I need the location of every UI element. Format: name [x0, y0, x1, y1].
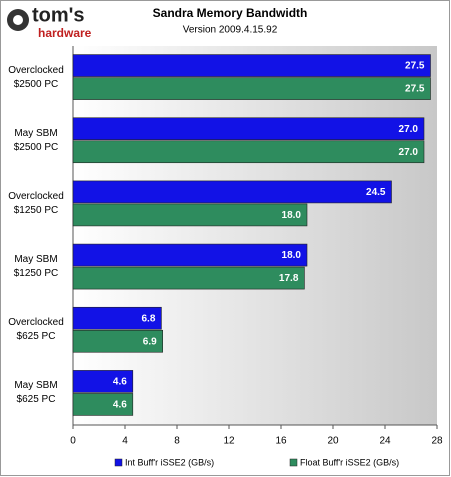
- bar: [72, 117, 425, 141]
- data-label: 18.0: [282, 250, 302, 261]
- legend-swatch: [289, 458, 298, 467]
- plot-area: [73, 46, 437, 425]
- x-tick-label: 0: [70, 436, 76, 447]
- bar: [72, 370, 134, 393]
- bar: [72, 140, 425, 164]
- bar: [72, 393, 134, 416]
- logo-sub: hardware: [38, 26, 92, 40]
- y-tick-label: Overclocked $625 PC: [8, 317, 64, 343]
- data-label: 4.6: [113, 400, 127, 411]
- data-label: 27.0: [399, 147, 419, 158]
- x-tick-label: 16: [275, 436, 287, 447]
- bar: [72, 243, 308, 267]
- data-label: 27.5: [405, 61, 425, 72]
- chart-title: Sandra Memory Bandwidth: [153, 6, 308, 20]
- y-tick-label: Overclocked $2500 PC: [8, 64, 64, 90]
- x-tick-label: 24: [379, 436, 391, 447]
- x-tick-label: 12: [223, 436, 235, 447]
- x-tick-label: 20: [327, 436, 339, 447]
- y-tick-label: Overclocked $1250 PC: [8, 190, 64, 216]
- legend-label: Float Buff'r iSSE2 (GB/s): [300, 457, 399, 467]
- y-tick-label: May SBM $625 PC: [14, 380, 58, 406]
- x-tick-label: 8: [174, 436, 180, 447]
- y-tick-label: May SBM $2500 PC: [13, 127, 59, 153]
- data-label: 17.8: [279, 273, 299, 284]
- data-label: 27.5: [405, 84, 425, 95]
- logo-brand: tom's: [32, 4, 85, 26]
- bar: [72, 266, 305, 290]
- bar: [72, 329, 163, 353]
- y-tick-label: May SBM $1250 PC: [13, 254, 59, 280]
- data-label: 6.8: [141, 313, 155, 324]
- legend-swatch: [114, 458, 123, 467]
- bar: [72, 54, 431, 77]
- x-tick-label: 4: [122, 436, 128, 447]
- data-label: 24.5: [366, 187, 386, 198]
- data-label: 4.6: [113, 377, 127, 388]
- data-label: 6.9: [143, 336, 157, 347]
- bar: [72, 306, 162, 330]
- bar: [72, 77, 431, 100]
- legend-label: Int Buff'r iSSE2 (GB/s): [125, 457, 214, 467]
- bar: [72, 203, 308, 227]
- bar: [72, 180, 392, 204]
- logo-icon-inner: [13, 15, 23, 25]
- x-tick-label: 28: [431, 436, 443, 447]
- data-label: 18.0: [282, 210, 302, 221]
- data-label: 27.0: [399, 124, 419, 135]
- chart-subtitle: Version 2009.4.15.92: [183, 25, 278, 36]
